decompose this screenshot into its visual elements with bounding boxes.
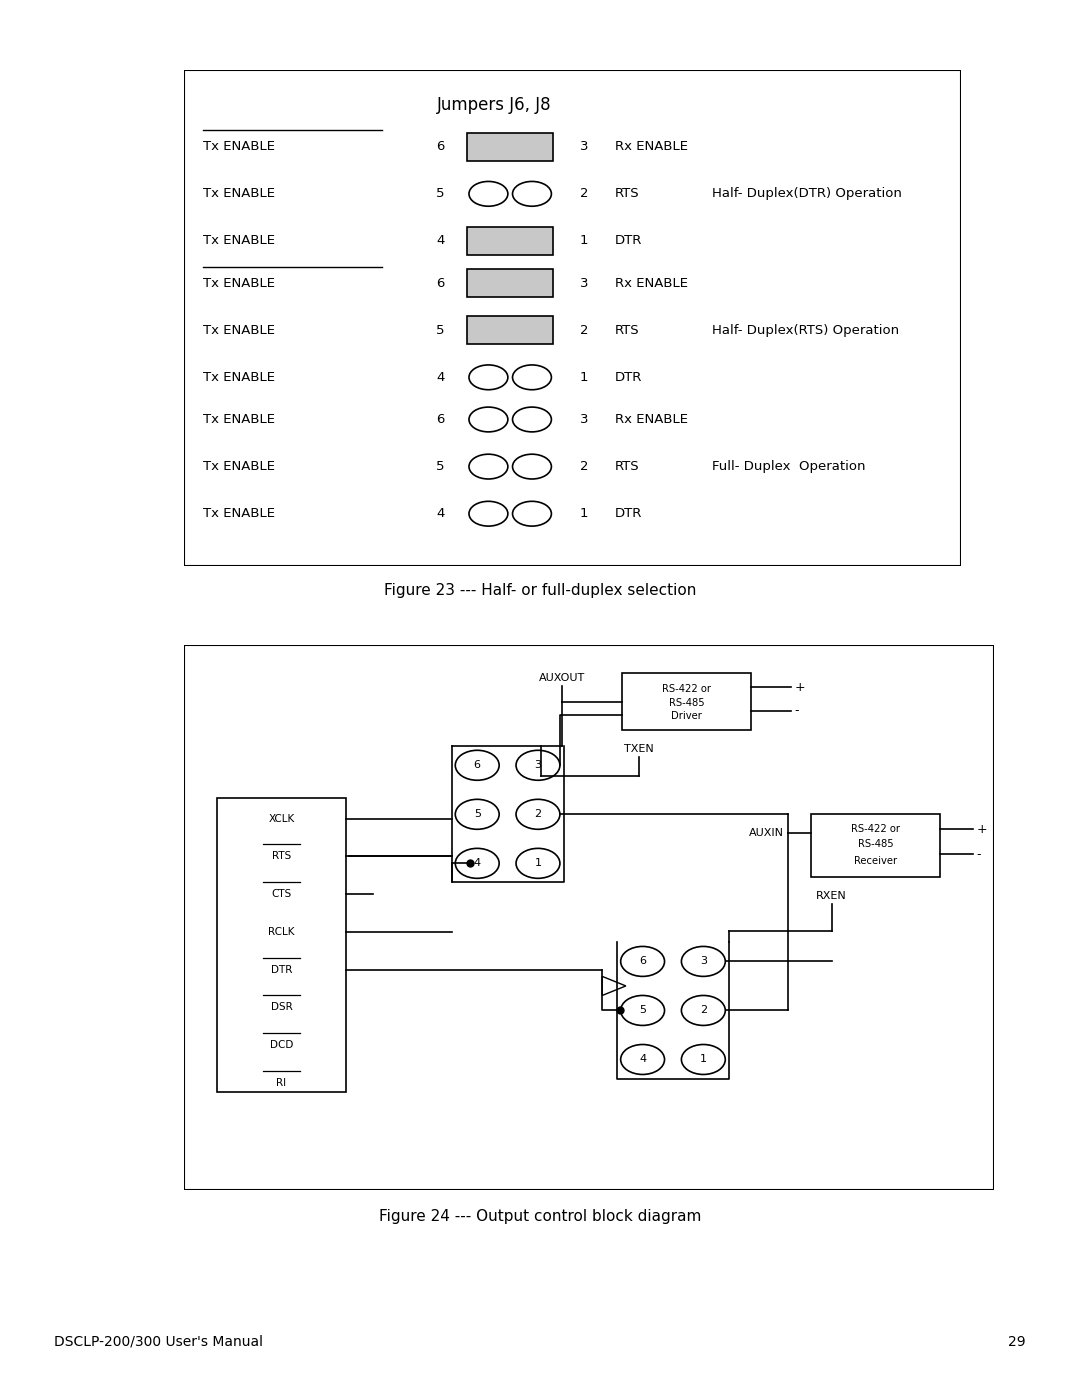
Text: Rx ENABLE: Rx ENABLE [616, 277, 688, 289]
Text: 4: 4 [436, 507, 444, 520]
Text: DTR: DTR [271, 965, 293, 975]
Text: Half- Duplex(DTR) Operation: Half- Duplex(DTR) Operation [713, 187, 902, 200]
Text: 6: 6 [436, 277, 444, 289]
Text: 5: 5 [436, 187, 445, 200]
Text: AUXIN: AUXIN [750, 828, 784, 838]
Text: XCLK: XCLK [268, 813, 295, 824]
Text: 5: 5 [474, 809, 481, 819]
Text: 4: 4 [474, 858, 481, 869]
Text: Figure 24 --- Output control block diagram: Figure 24 --- Output control block diagr… [379, 1210, 701, 1224]
Text: +: + [795, 680, 805, 694]
Text: RXEN: RXEN [816, 891, 847, 901]
Text: DCD: DCD [270, 1041, 293, 1051]
Text: RTS: RTS [616, 324, 639, 337]
Text: RCLK: RCLK [268, 928, 295, 937]
Text: Tx ENABLE: Tx ENABLE [203, 187, 275, 200]
Text: 5: 5 [436, 324, 445, 337]
Text: Tx ENABLE: Tx ENABLE [203, 277, 275, 289]
Text: RS-485: RS-485 [669, 697, 704, 708]
Text: DTR: DTR [616, 370, 643, 384]
Text: -: - [976, 848, 982, 861]
Text: 2: 2 [580, 187, 589, 200]
FancyBboxPatch shape [184, 645, 994, 1190]
Text: RS-422 or: RS-422 or [662, 685, 711, 694]
Text: Tx ENABLE: Tx ENABLE [203, 235, 275, 247]
Text: 4: 4 [436, 370, 444, 384]
Text: 6: 6 [639, 957, 646, 967]
Text: 2: 2 [700, 1006, 707, 1016]
Text: 1: 1 [700, 1055, 706, 1065]
Text: Tx ENABLE: Tx ENABLE [203, 460, 275, 474]
Text: 6: 6 [474, 760, 481, 770]
Text: 2: 2 [535, 809, 541, 819]
Text: 3: 3 [580, 140, 589, 154]
Text: Tx ENABLE: Tx ENABLE [203, 507, 275, 520]
Text: DTR: DTR [616, 235, 643, 247]
Text: AUXOUT: AUXOUT [539, 673, 584, 683]
Text: 1: 1 [580, 235, 589, 247]
FancyBboxPatch shape [468, 316, 553, 344]
Text: 6: 6 [436, 140, 444, 154]
FancyBboxPatch shape [468, 270, 553, 298]
Text: DTR: DTR [616, 507, 643, 520]
Text: Tx ENABLE: Tx ENABLE [203, 324, 275, 337]
Text: Rx ENABLE: Rx ENABLE [616, 140, 688, 154]
Text: 2: 2 [580, 460, 589, 474]
Text: CTS: CTS [271, 888, 292, 900]
Text: 2: 2 [580, 324, 589, 337]
Text: 1: 1 [580, 370, 589, 384]
Text: 5: 5 [639, 1006, 646, 1016]
FancyBboxPatch shape [622, 673, 751, 729]
Text: DSCLP-200/300 User's Manual: DSCLP-200/300 User's Manual [54, 1334, 264, 1350]
Text: RTS: RTS [272, 851, 292, 862]
Text: RI: RI [276, 1078, 286, 1088]
FancyBboxPatch shape [468, 228, 553, 254]
Text: 3: 3 [580, 277, 589, 289]
Text: 4: 4 [436, 235, 444, 247]
Text: 6: 6 [436, 414, 444, 426]
Text: 1: 1 [580, 507, 589, 520]
Text: 5: 5 [436, 460, 445, 474]
Text: Jumpers J6, J8: Jumpers J6, J8 [437, 95, 552, 113]
FancyBboxPatch shape [811, 814, 940, 877]
Text: 3: 3 [535, 760, 541, 770]
Text: RS-485: RS-485 [858, 840, 893, 849]
Text: +: + [976, 823, 987, 835]
Text: Figure 23 --- Half- or full-duplex selection: Figure 23 --- Half- or full-duplex selec… [383, 584, 697, 598]
Text: Receiver: Receiver [854, 855, 897, 866]
Text: Full- Duplex  Operation: Full- Duplex Operation [713, 460, 866, 474]
Text: DSR: DSR [271, 1003, 293, 1013]
FancyBboxPatch shape [217, 798, 346, 1092]
Text: RS-422 or: RS-422 or [851, 824, 900, 834]
Text: Tx ENABLE: Tx ENABLE [203, 414, 275, 426]
Text: Half- Duplex(RTS) Operation: Half- Duplex(RTS) Operation [713, 324, 900, 337]
Text: Driver: Driver [671, 711, 702, 721]
Text: TXEN: TXEN [624, 745, 654, 754]
Text: 1: 1 [535, 858, 541, 869]
Text: Tx ENABLE: Tx ENABLE [203, 140, 275, 154]
Text: 3: 3 [700, 957, 706, 967]
Text: RTS: RTS [616, 187, 639, 200]
Text: 29: 29 [1009, 1334, 1026, 1350]
Text: RTS: RTS [616, 460, 639, 474]
Text: -: - [795, 704, 799, 717]
FancyBboxPatch shape [468, 133, 553, 161]
Text: 4: 4 [639, 1055, 646, 1065]
FancyBboxPatch shape [184, 70, 961, 566]
Text: Tx ENABLE: Tx ENABLE [203, 370, 275, 384]
Text: Rx ENABLE: Rx ENABLE [616, 414, 688, 426]
Text: 3: 3 [580, 414, 589, 426]
